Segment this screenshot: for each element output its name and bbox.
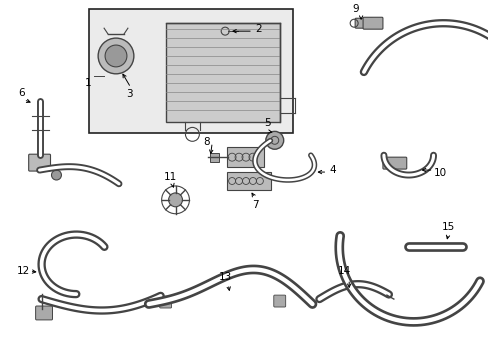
FancyBboxPatch shape: [355, 18, 373, 28]
FancyBboxPatch shape: [160, 296, 172, 308]
Text: 14: 14: [338, 266, 351, 276]
Circle shape: [98, 38, 134, 74]
Circle shape: [169, 193, 182, 207]
Text: 15: 15: [442, 222, 455, 231]
Text: 8: 8: [204, 137, 210, 147]
Text: 6: 6: [19, 87, 25, 98]
FancyBboxPatch shape: [227, 172, 271, 190]
FancyBboxPatch shape: [274, 295, 286, 307]
Text: 3: 3: [126, 89, 133, 99]
FancyBboxPatch shape: [363, 17, 383, 29]
Text: 7: 7: [251, 200, 258, 210]
FancyBboxPatch shape: [210, 153, 219, 162]
Circle shape: [51, 170, 61, 180]
FancyBboxPatch shape: [227, 147, 264, 167]
FancyBboxPatch shape: [383, 157, 407, 169]
Text: 2: 2: [255, 24, 262, 34]
FancyBboxPatch shape: [36, 306, 52, 320]
FancyBboxPatch shape: [166, 23, 280, 122]
Text: 9: 9: [352, 4, 359, 14]
Text: 10: 10: [434, 168, 447, 178]
FancyBboxPatch shape: [29, 154, 50, 171]
Circle shape: [266, 131, 284, 149]
Text: 1: 1: [85, 78, 91, 88]
Text: 11: 11: [164, 172, 177, 182]
FancyBboxPatch shape: [89, 9, 293, 133]
Text: 5: 5: [265, 118, 271, 129]
Text: 4: 4: [329, 165, 336, 175]
Text: 13: 13: [219, 272, 232, 282]
Text: 12: 12: [17, 266, 30, 276]
Circle shape: [105, 45, 127, 67]
